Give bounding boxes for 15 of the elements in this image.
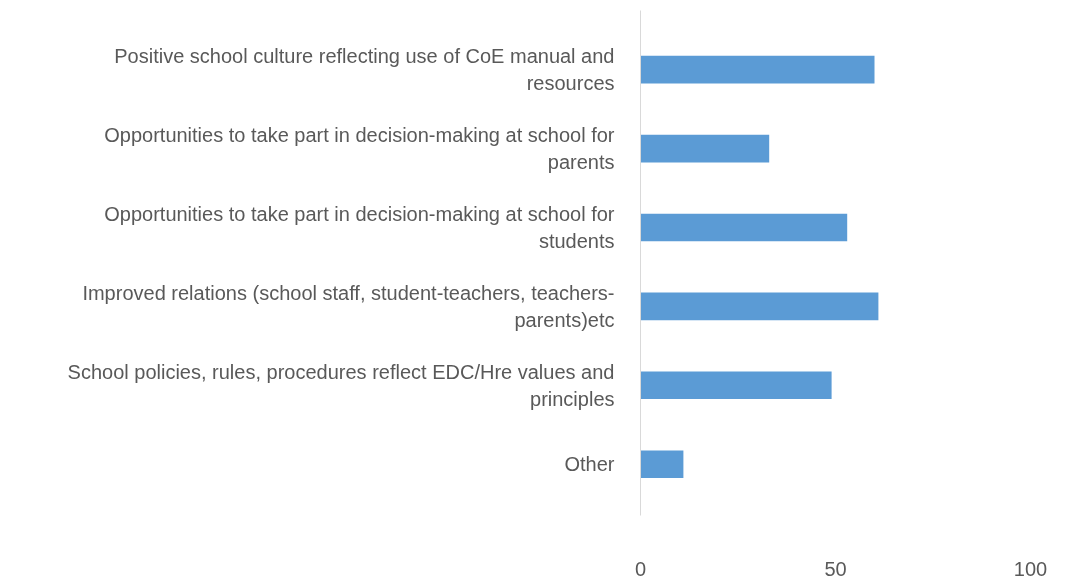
bar xyxy=(640,134,770,163)
bar xyxy=(640,55,875,84)
bar xyxy=(640,292,879,321)
bar xyxy=(640,371,832,400)
y-tick-label: Opportunities to take part in decision-making at school for students xyxy=(104,203,615,252)
y-tick-label: Improved relations (school staff, student-teachers, teachers-parents)etc xyxy=(82,282,615,331)
y-tick-label: Positive school culture reflecting use of CoE manual and resources xyxy=(114,45,615,94)
x-tick-label: 0 xyxy=(634,557,647,580)
x-tick-label: 100 xyxy=(1013,557,1048,580)
bar xyxy=(640,450,684,479)
x-tick-label: 50 xyxy=(824,557,847,580)
y-tick-label: School policies, rules, procedures reflect EDC/Hre values and principles xyxy=(67,361,615,410)
bar xyxy=(640,213,848,242)
y-tick-label: Other xyxy=(564,453,615,476)
y-tick-label: Opportunities to take part in decision-making at school for parents xyxy=(104,124,615,173)
